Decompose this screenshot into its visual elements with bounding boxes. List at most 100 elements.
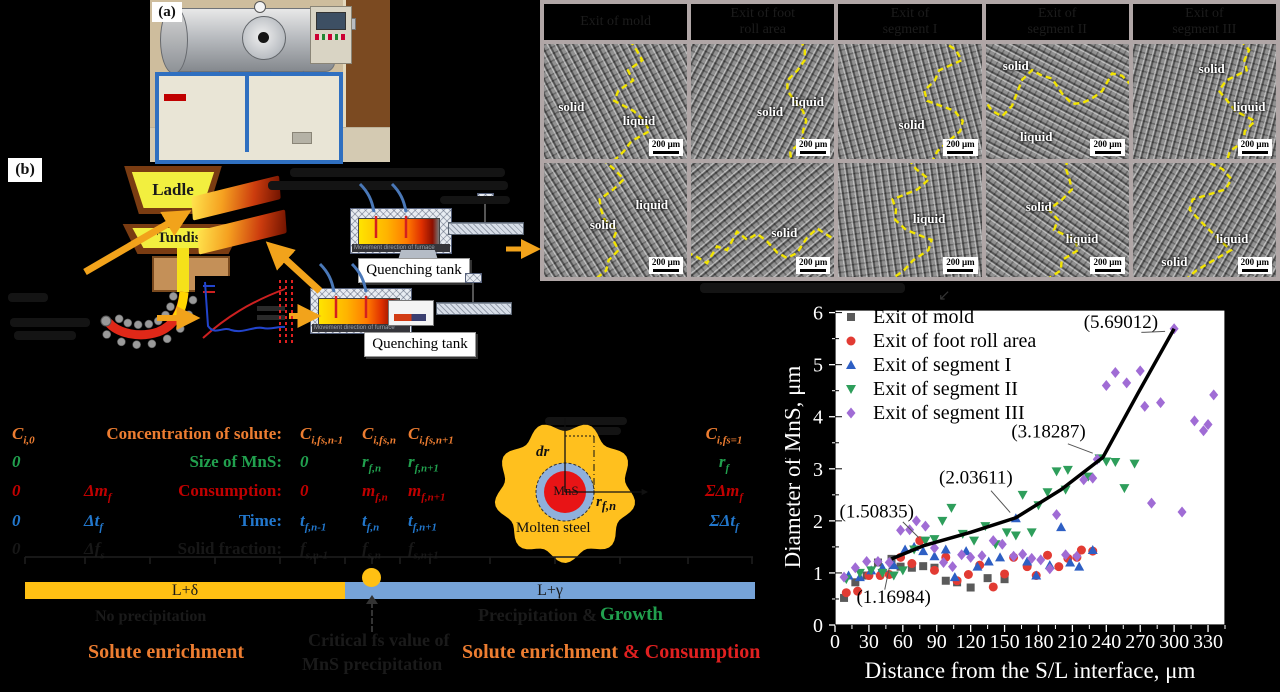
scale-bar-line [947,269,974,272]
mean-diameter-trend-line [890,327,1176,561]
annotation-label: (2.03611) [939,467,1013,488]
ghost-mold-label [8,293,48,302]
row-initial-value: Ci,0 [12,424,35,447]
annotation-label: (1.16984) [856,587,930,608]
scale-bar-line [1241,269,1268,272]
scale-bar: 200 μm [648,138,684,156]
legend-label: Exit of segment II [873,378,1018,400]
movement-strip-1: Movement direction of furnace [352,244,450,252]
annotation-leader [902,521,920,538]
x-axis-title: Distance from the S/L interface, μm [865,658,1196,683]
interface-squiggle [612,44,652,159]
y-axis-title: Diameter of MnS, μm [785,366,805,569]
critical-fs-caption-2: MnS precipitation [302,654,443,674]
data-point [919,562,928,571]
annotation-leader [1141,330,1166,333]
annotation-label: (1.50835) [840,502,914,523]
scale-bar-line [1241,150,1268,154]
l-gamma-bar: L+γ [345,582,755,599]
data-point [1000,575,1009,584]
y-tick-label: 6 [813,303,823,325]
control-screen [316,12,346,30]
data-point [1083,472,1094,482]
x-tick-label: 330 [1193,631,1223,653]
control-buttons [315,34,345,40]
data-point [888,560,899,570]
rod-stem-2 [472,280,474,302]
data-point [1147,497,1157,509]
data-point [939,557,949,569]
data-point [888,571,899,581]
model-row: 0 Δtf Time: tf,n-1 tf,n tf,n+1 ΣΔtf [0,511,770,535]
legend-label: Exit of mold [873,306,974,328]
data-point [1087,545,1098,555]
phase-label-solid: solid [1002,57,1029,73]
data-point [1065,557,1076,567]
quench-tank-1 [398,250,438,260]
data-point [1017,490,1028,500]
x-tick-label: 150 [990,631,1020,653]
data-point [1209,389,1219,401]
row-value: mf,n [362,481,388,504]
consumption-caption: Consumption [644,641,761,663]
data-point [1079,474,1089,486]
x-tick-label: 210 [1057,631,1087,653]
interface-squiggle [891,162,934,277]
scale-bar: 200 μm [943,138,978,156]
scale-bar-label: 200 μm [1093,138,1122,149]
row-label: Time: [238,511,282,530]
series-diamond [839,323,1219,583]
data-point [853,586,863,596]
scale-bar-line [653,150,679,154]
scale-bar: 200 μm [796,138,831,156]
cabinet [155,72,343,164]
phase-label-liquid: liquid [1065,231,1099,247]
ghost-circle-caption-1 [545,417,627,425]
micro-header: Exit of foot roll area [691,4,835,40]
row-sum-value: rf [718,452,730,475]
data-point [896,524,906,536]
data-point [911,515,921,527]
data-point [941,576,950,585]
micro-header: Exit of mold [544,4,688,40]
data-point [846,360,856,369]
phase-label-solid: solid [1198,61,1225,77]
data-point [929,535,940,545]
data-point [873,555,883,567]
mns-nucleation-dot [362,568,381,587]
row-value: rf,n [362,452,382,475]
row-value: 0 [300,481,309,500]
ghost-caption-1 [290,168,505,177]
interface-squiggle [691,226,835,265]
data-point [1061,549,1071,561]
ladle: Ladle [131,172,215,208]
data-point [983,574,992,583]
interface-squiggle [1046,162,1079,277]
row-initial-value: 0 [12,539,21,558]
micro-header: Exit of segment III [1132,4,1276,40]
y-tick-label: 5 [813,355,823,377]
data-point [988,535,998,547]
phase-label-solid: solid [898,117,925,133]
model-row: 0 Δfs Solid fraction: fs,n-1 fs,n fs,n+1 [0,539,770,563]
data-point [1026,528,1037,538]
x-tick-label: 180 [1023,631,1053,653]
scale-bar-line [800,150,827,154]
phase-label-solid: solid [589,217,616,233]
data-point [920,520,930,532]
data-point [839,571,849,583]
data-point [1088,472,1098,484]
scale-bar-label: 200 μm [651,138,681,149]
row-value: fs,n+1 [408,539,439,562]
data-point [846,385,856,394]
data-point [907,559,917,569]
row-label: Size of MnS: [189,452,282,471]
phase-label-liquid: liquid [1233,98,1266,114]
scale-bar-line [1094,269,1121,272]
row-value: Ci,fs,n-1 [300,424,344,447]
chamber-endcap [160,6,188,74]
scale-bar-label: 200 μm [946,257,975,267]
ghost-arrow-icon: ↙ [938,288,951,304]
data-point [1036,554,1046,566]
cabinet-vent [292,132,312,144]
